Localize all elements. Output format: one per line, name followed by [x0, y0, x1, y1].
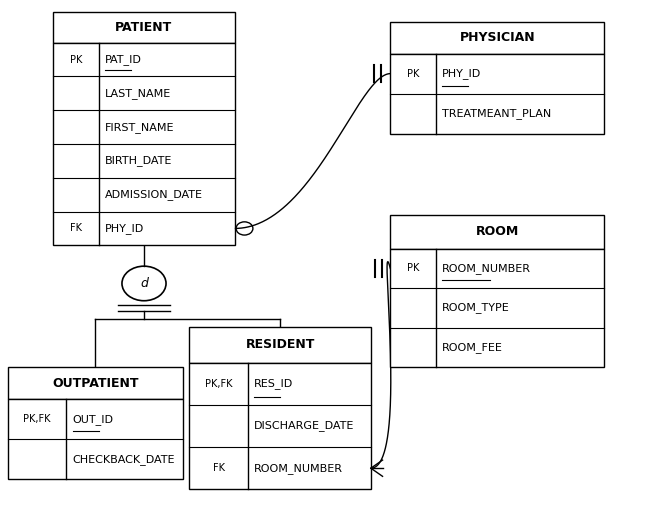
Bar	[53, 12, 235, 43]
Text: BIRTH_DATE: BIRTH_DATE	[105, 155, 173, 167]
Bar	[8, 399, 183, 479]
Bar	[391, 249, 604, 367]
Text: PHYSICIAN: PHYSICIAN	[460, 31, 535, 44]
Text: PHY_ID: PHY_ID	[105, 223, 145, 234]
Text: PK,FK: PK,FK	[205, 379, 232, 389]
Text: LAST_NAME: LAST_NAME	[105, 88, 171, 99]
Text: PK: PK	[407, 68, 419, 79]
Bar	[391, 215, 604, 249]
Bar	[391, 54, 604, 133]
Text: PHY_ID: PHY_ID	[442, 68, 482, 79]
Text: OUT_ID: OUT_ID	[73, 414, 114, 425]
Bar	[189, 327, 371, 363]
Text: ROOM_FEE: ROOM_FEE	[442, 342, 503, 353]
Text: FIRST_NAME: FIRST_NAME	[105, 122, 174, 132]
Text: PK: PK	[70, 55, 82, 64]
Text: FK: FK	[212, 463, 225, 473]
Bar	[391, 22, 604, 54]
Text: ROOM: ROOM	[476, 225, 519, 238]
Text: PAT_ID: PAT_ID	[105, 54, 142, 65]
Text: ROOM_NUMBER: ROOM_NUMBER	[442, 263, 531, 274]
Bar	[8, 367, 183, 399]
Bar	[53, 43, 235, 245]
Text: PK,FK: PK,FK	[23, 414, 51, 424]
Text: FK: FK	[70, 223, 82, 234]
Text: DISCHARGE_DATE: DISCHARGE_DATE	[254, 421, 355, 431]
Text: TREATMEANT_PLAN: TREATMEANT_PLAN	[442, 108, 551, 119]
Text: ROOM_NUMBER: ROOM_NUMBER	[254, 463, 343, 474]
Text: ROOM_TYPE: ROOM_TYPE	[442, 303, 510, 313]
Text: PATIENT: PATIENT	[115, 20, 173, 34]
Text: d: d	[140, 277, 148, 290]
Text: ADMISSION_DATE: ADMISSION_DATE	[105, 189, 203, 200]
Text: CHECKBACK_DATE: CHECKBACK_DATE	[73, 454, 175, 464]
Text: RESIDENT: RESIDENT	[245, 338, 315, 351]
Text: RES_ID: RES_ID	[254, 379, 294, 389]
Text: PK: PK	[407, 264, 419, 273]
Bar	[189, 363, 371, 489]
Text: OUTPATIENT: OUTPATIENT	[52, 377, 139, 390]
